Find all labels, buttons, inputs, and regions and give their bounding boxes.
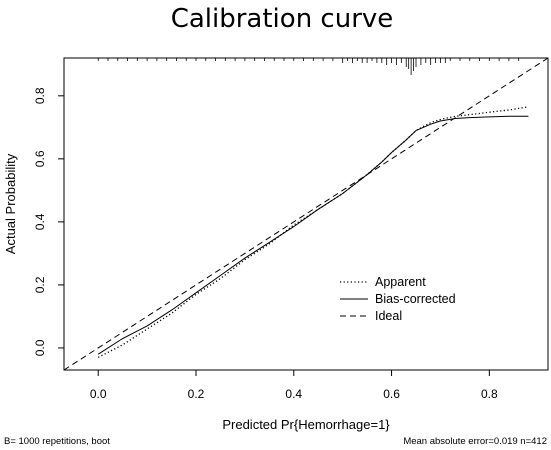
x-tick-label: 0.2 bbox=[188, 387, 205, 401]
legend-label: Ideal bbox=[375, 309, 402, 323]
y-tick-label: 0.8 bbox=[33, 87, 47, 104]
x-tick-label: 0.4 bbox=[285, 387, 302, 401]
y-axis: 0.0 0.2 0.4 0.6 0.8 bbox=[33, 87, 64, 356]
rug-marks bbox=[97, 58, 520, 75]
series-line-ideal bbox=[63, 57, 549, 371]
x-tick-label: 0.0 bbox=[90, 387, 107, 401]
legend-label: Apparent bbox=[375, 275, 426, 289]
x-axis: 0.0 0.2 0.4 0.6 0.8 bbox=[90, 370, 498, 401]
plot-frame bbox=[63, 57, 549, 371]
y-tick-label: 0.2 bbox=[33, 276, 47, 293]
series-line-apparent bbox=[97, 106, 529, 358]
x-axis-title: Predicted Pr{Hemorrhage=1} bbox=[222, 417, 390, 432]
x-tick-label: 0.8 bbox=[481, 387, 498, 401]
footnote-right: Mean absolute error=0.019 n=412 bbox=[403, 436, 547, 447]
y-tick-label: 0.4 bbox=[33, 213, 47, 230]
chart-title: Calibration curve bbox=[171, 4, 394, 34]
footnote-left: B= 1000 repetitions, boot bbox=[4, 436, 110, 447]
y-tick-label: 0.6 bbox=[33, 150, 47, 167]
legend: Apparent Bias-corrected Ideal bbox=[340, 275, 456, 323]
series-line-bias-corrected bbox=[97, 115, 529, 355]
x-tick-label: 0.6 bbox=[383, 387, 400, 401]
legend-label: Bias-corrected bbox=[375, 292, 456, 306]
y-axis-title: Actual Probability bbox=[3, 153, 18, 254]
y-tick-label: 0.0 bbox=[33, 339, 47, 356]
series-lines bbox=[63, 57, 549, 371]
